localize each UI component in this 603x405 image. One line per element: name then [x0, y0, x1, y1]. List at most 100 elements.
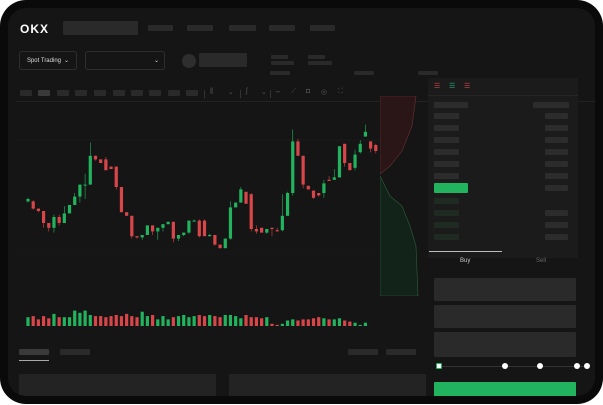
candle	[119, 187, 124, 213]
candle	[176, 235, 181, 239]
ruler-icon[interactable]: ⟋	[291, 88, 296, 95]
camera-icon[interactable]: ◘	[306, 88, 311, 95]
buy-tab-indicator	[429, 251, 502, 252]
volume-bar	[125, 313, 129, 326]
volume-bar	[26, 317, 30, 326]
slider-step[interactable]	[436, 363, 442, 369]
candle	[343, 143, 347, 163]
slider-step[interactable]	[502, 363, 508, 369]
chevron-down-icon[interactable]: ⌄	[228, 89, 234, 96]
volume-bar	[228, 315, 233, 326]
timeframe-button[interactable]	[131, 90, 143, 96]
search-bar[interactable]	[63, 21, 138, 35]
timeframe-button[interactable]	[57, 90, 69, 96]
stat-value	[271, 61, 294, 65]
candle	[125, 212, 129, 216]
timeframe-button[interactable]	[186, 90, 198, 96]
spot-trading-button[interactable]: Spot Trading ⌄	[19, 51, 77, 70]
line-tool-icon[interactable]: ∼	[275, 89, 281, 96]
volume-bar	[202, 316, 207, 326]
assets-panel	[229, 374, 426, 396]
volume-bar	[270, 323, 274, 326]
settings-icon[interactable]: ◎	[321, 89, 328, 96]
orderbook-both-icon[interactable]: ☰	[434, 83, 441, 90]
pair-select[interactable]: ⌄	[85, 51, 165, 70]
volume-bar	[176, 316, 181, 326]
price-input[interactable]	[434, 278, 576, 301]
volume-bar	[99, 316, 103, 326]
bid-price	[434, 234, 459, 240]
volume-bar	[306, 319, 310, 326]
slider-step[interactable]	[537, 363, 543, 369]
candle	[156, 227, 160, 232]
candle	[296, 141, 300, 156]
buy-button[interactable]	[434, 382, 576, 396]
candle	[197, 220, 201, 237]
ask-price	[434, 113, 459, 119]
timeframe-button[interactable]	[94, 90, 106, 96]
candle	[260, 227, 264, 233]
timeframe-button[interactable]	[168, 90, 180, 96]
candle	[62, 213, 66, 223]
candle	[67, 205, 72, 214]
filter-button[interactable]	[348, 349, 378, 355]
candle	[363, 131, 368, 137]
candle-type-icon[interactable]: ⫼	[210, 88, 214, 95]
slider-step[interactable]	[584, 363, 590, 369]
volume-bar	[244, 315, 248, 326]
volume-bar	[291, 319, 295, 326]
ask-amount	[545, 161, 568, 167]
stat-label	[308, 55, 325, 59]
nav-item[interactable]	[187, 25, 213, 31]
candle	[52, 217, 56, 228]
tab-open-orders[interactable]	[19, 349, 49, 355]
slider-step[interactable]	[574, 363, 580, 369]
volume-bar	[265, 317, 269, 326]
volume-bar	[322, 318, 326, 326]
timeframe-button[interactable]	[149, 90, 161, 96]
total-input[interactable]	[434, 332, 576, 357]
amount-input[interactable]	[434, 305, 576, 328]
candle	[73, 196, 77, 205]
candle	[291, 141, 295, 193]
bid-amount	[545, 210, 568, 216]
candle	[348, 163, 352, 171]
tab-order-history[interactable]	[60, 349, 90, 355]
bid-price	[434, 210, 459, 216]
tab-sell[interactable]: Sell	[536, 258, 547, 264]
candle	[135, 236, 139, 238]
candle	[208, 235, 212, 237]
volume-bar	[156, 319, 160, 326]
orderbook-sell-icon[interactable]: ☰	[464, 83, 471, 90]
timeframe-button[interactable]	[113, 90, 125, 96]
chevron-down-icon[interactable]: ⌄	[261, 89, 267, 96]
tab-buy[interactable]: Buy	[460, 258, 471, 264]
timeframe-button[interactable]	[20, 90, 32, 96]
fullscreen-icon[interactable]: ⛶	[338, 88, 343, 95]
timeframe-button[interactable]	[38, 90, 50, 96]
candle	[322, 183, 326, 193]
nav-item[interactable]	[310, 25, 335, 31]
nav-item[interactable]	[269, 25, 295, 31]
candlestick-chart[interactable]	[16, 96, 381, 296]
candle	[161, 224, 165, 228]
candle	[275, 230, 279, 232]
timeframe-button[interactable]	[75, 90, 87, 96]
candle	[254, 229, 259, 232]
indicator-icon[interactable]: ʃ	[246, 88, 248, 95]
volume-bar	[47, 318, 51, 326]
volume-bar	[83, 310, 87, 326]
filter-button[interactable]	[386, 349, 416, 355]
volume-bar	[353, 322, 357, 326]
nav-item[interactable]	[148, 25, 173, 31]
order-book: ☰ ☰ ☰	[428, 78, 578, 258]
volume-bar	[140, 311, 144, 326]
volume-bar	[337, 318, 342, 326]
orderbook-buy-icon[interactable]: ☰	[449, 83, 456, 90]
candle	[26, 199, 30, 202]
depth-chart	[380, 96, 419, 296]
nav-item[interactable]	[229, 25, 256, 31]
amount-slider[interactable]	[438, 366, 588, 367]
volume-bar	[145, 316, 149, 326]
